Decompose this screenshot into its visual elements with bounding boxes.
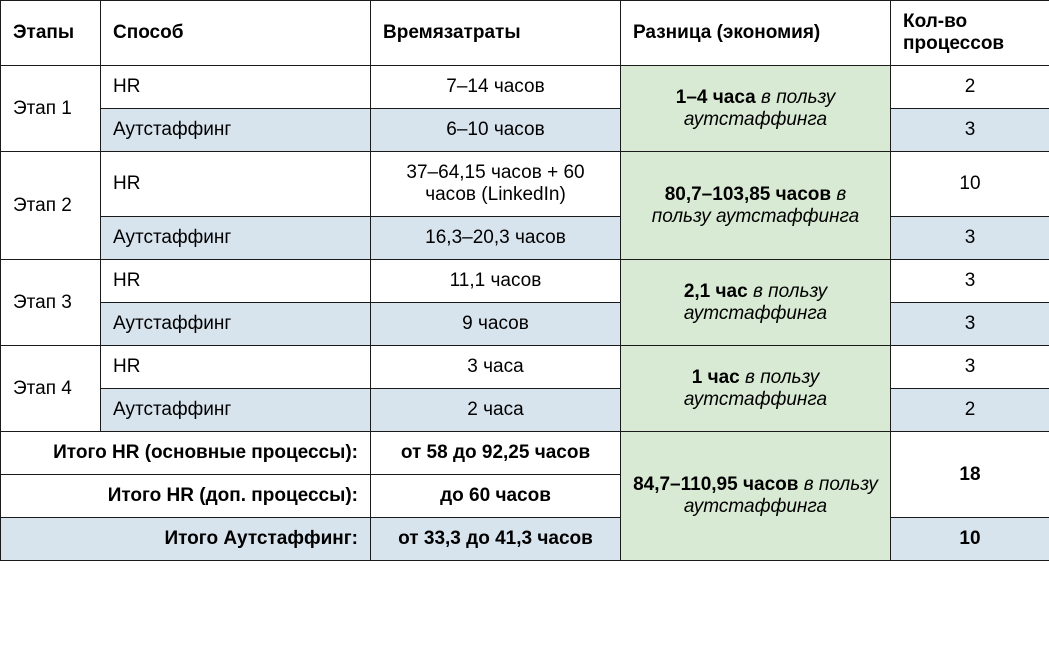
total-label: Итого HR (доп. процессы): [1,475,371,518]
time-cell: 7–14 часов [371,66,621,109]
total-label: Итого Аутстаффинг: [1,518,371,561]
total-diff-cell: 84,7–110,95 часов в пользу аутстаффинга [621,432,891,561]
time-cell: 2 часа [371,389,621,432]
table-row: Этап 3 HR 11,1 часов 2,1 час в пользу ау… [1,260,1049,303]
time-cell: 11,1 часов [371,260,621,303]
total-value: от 33,3 до 41,3 часов [371,518,621,561]
time-cell: 37–64,15 часов + 60 часов (LinkedIn) [371,152,621,217]
count-cell: 2 [891,66,1049,109]
count-cell: 3 [891,303,1049,346]
time-cell: 16,3–20,3 часов [371,217,621,260]
method-cell: HR [101,66,371,109]
comparison-table: Этапы Способ Времязатраты Разница (эконо… [0,0,1049,561]
stage-label: Этап 4 [1,346,101,432]
method-cell: Аутстаффинг [101,109,371,152]
diff-bold: 80,7–103,85 часов [665,184,831,205]
diff-bold: 2,1 час [684,281,748,302]
diff-cell: 1–4 часа в пользу аутстаффинга [621,66,891,152]
count-cell: 3 [891,260,1049,303]
count-cell: 10 [891,152,1049,217]
header-row: Этапы Способ Времязатраты Разница (эконо… [1,1,1049,66]
time-cell: 9 часов [371,303,621,346]
total-value: до 60 часов [371,475,621,518]
header-time: Времязатраты [371,1,621,66]
diff-bold: 1–4 часа [676,87,756,108]
total-count-hr: 18 [891,432,1049,518]
method-cell: Аутстаффинг [101,217,371,260]
time-cell: 6–10 часов [371,109,621,152]
table-row: Этап 1 HR 7–14 часов 1–4 часа в пользу а… [1,66,1049,109]
total-label: Итого HR (основные процессы): [1,432,371,475]
table-row: Аутстаффинг 16,3–20,3 часов 3 [1,217,1049,260]
stage-label: Этап 2 [1,152,101,260]
method-cell: HR [101,260,371,303]
method-cell: HR [101,152,371,217]
header-method: Способ [101,1,371,66]
total-row: Итого Аутстаффинг: от 33,3 до 41,3 часов… [1,518,1049,561]
diff-cell: 1 час в пользу аутстаффинга [621,346,891,432]
count-cell: 2 [891,389,1049,432]
diff-cell: 80,7–103,85 часов в пользу аутстаффинга [621,152,891,260]
header-stage: Этапы [1,1,101,66]
method-cell: HR [101,346,371,389]
method-cell: Аутстаффинг [101,303,371,346]
time-cell: 3 часа [371,346,621,389]
table-row: Аутстаффинг 9 часов 3 [1,303,1049,346]
header-count: Кол-во процессов [891,1,1049,66]
method-cell: Аутстаффинг [101,389,371,432]
table-row: Аутстаффинг 2 часа 2 [1,389,1049,432]
diff-cell: 2,1 час в пользу аутстаффинга [621,260,891,346]
stage-label: Этап 3 [1,260,101,346]
count-cell: 3 [891,346,1049,389]
table-row: Этап 2 HR 37–64,15 часов + 60 часов (Lin… [1,152,1049,217]
total-count-outstaff: 10 [891,518,1049,561]
count-cell: 3 [891,109,1049,152]
count-cell: 3 [891,217,1049,260]
diff-bold: 84,7–110,95 часов [633,474,798,495]
table-row: Аутстаффинг 6–10 часов 3 [1,109,1049,152]
total-value: от 58 до 92,25 часов [371,432,621,475]
header-diff: Разница (экономия) [621,1,891,66]
table-row: Этап 4 HR 3 часа 1 час в пользу аутстафф… [1,346,1049,389]
total-row: Итого HR (основные процессы): от 58 до 9… [1,432,1049,475]
diff-bold: 1 час [692,367,740,388]
stage-label: Этап 1 [1,66,101,152]
